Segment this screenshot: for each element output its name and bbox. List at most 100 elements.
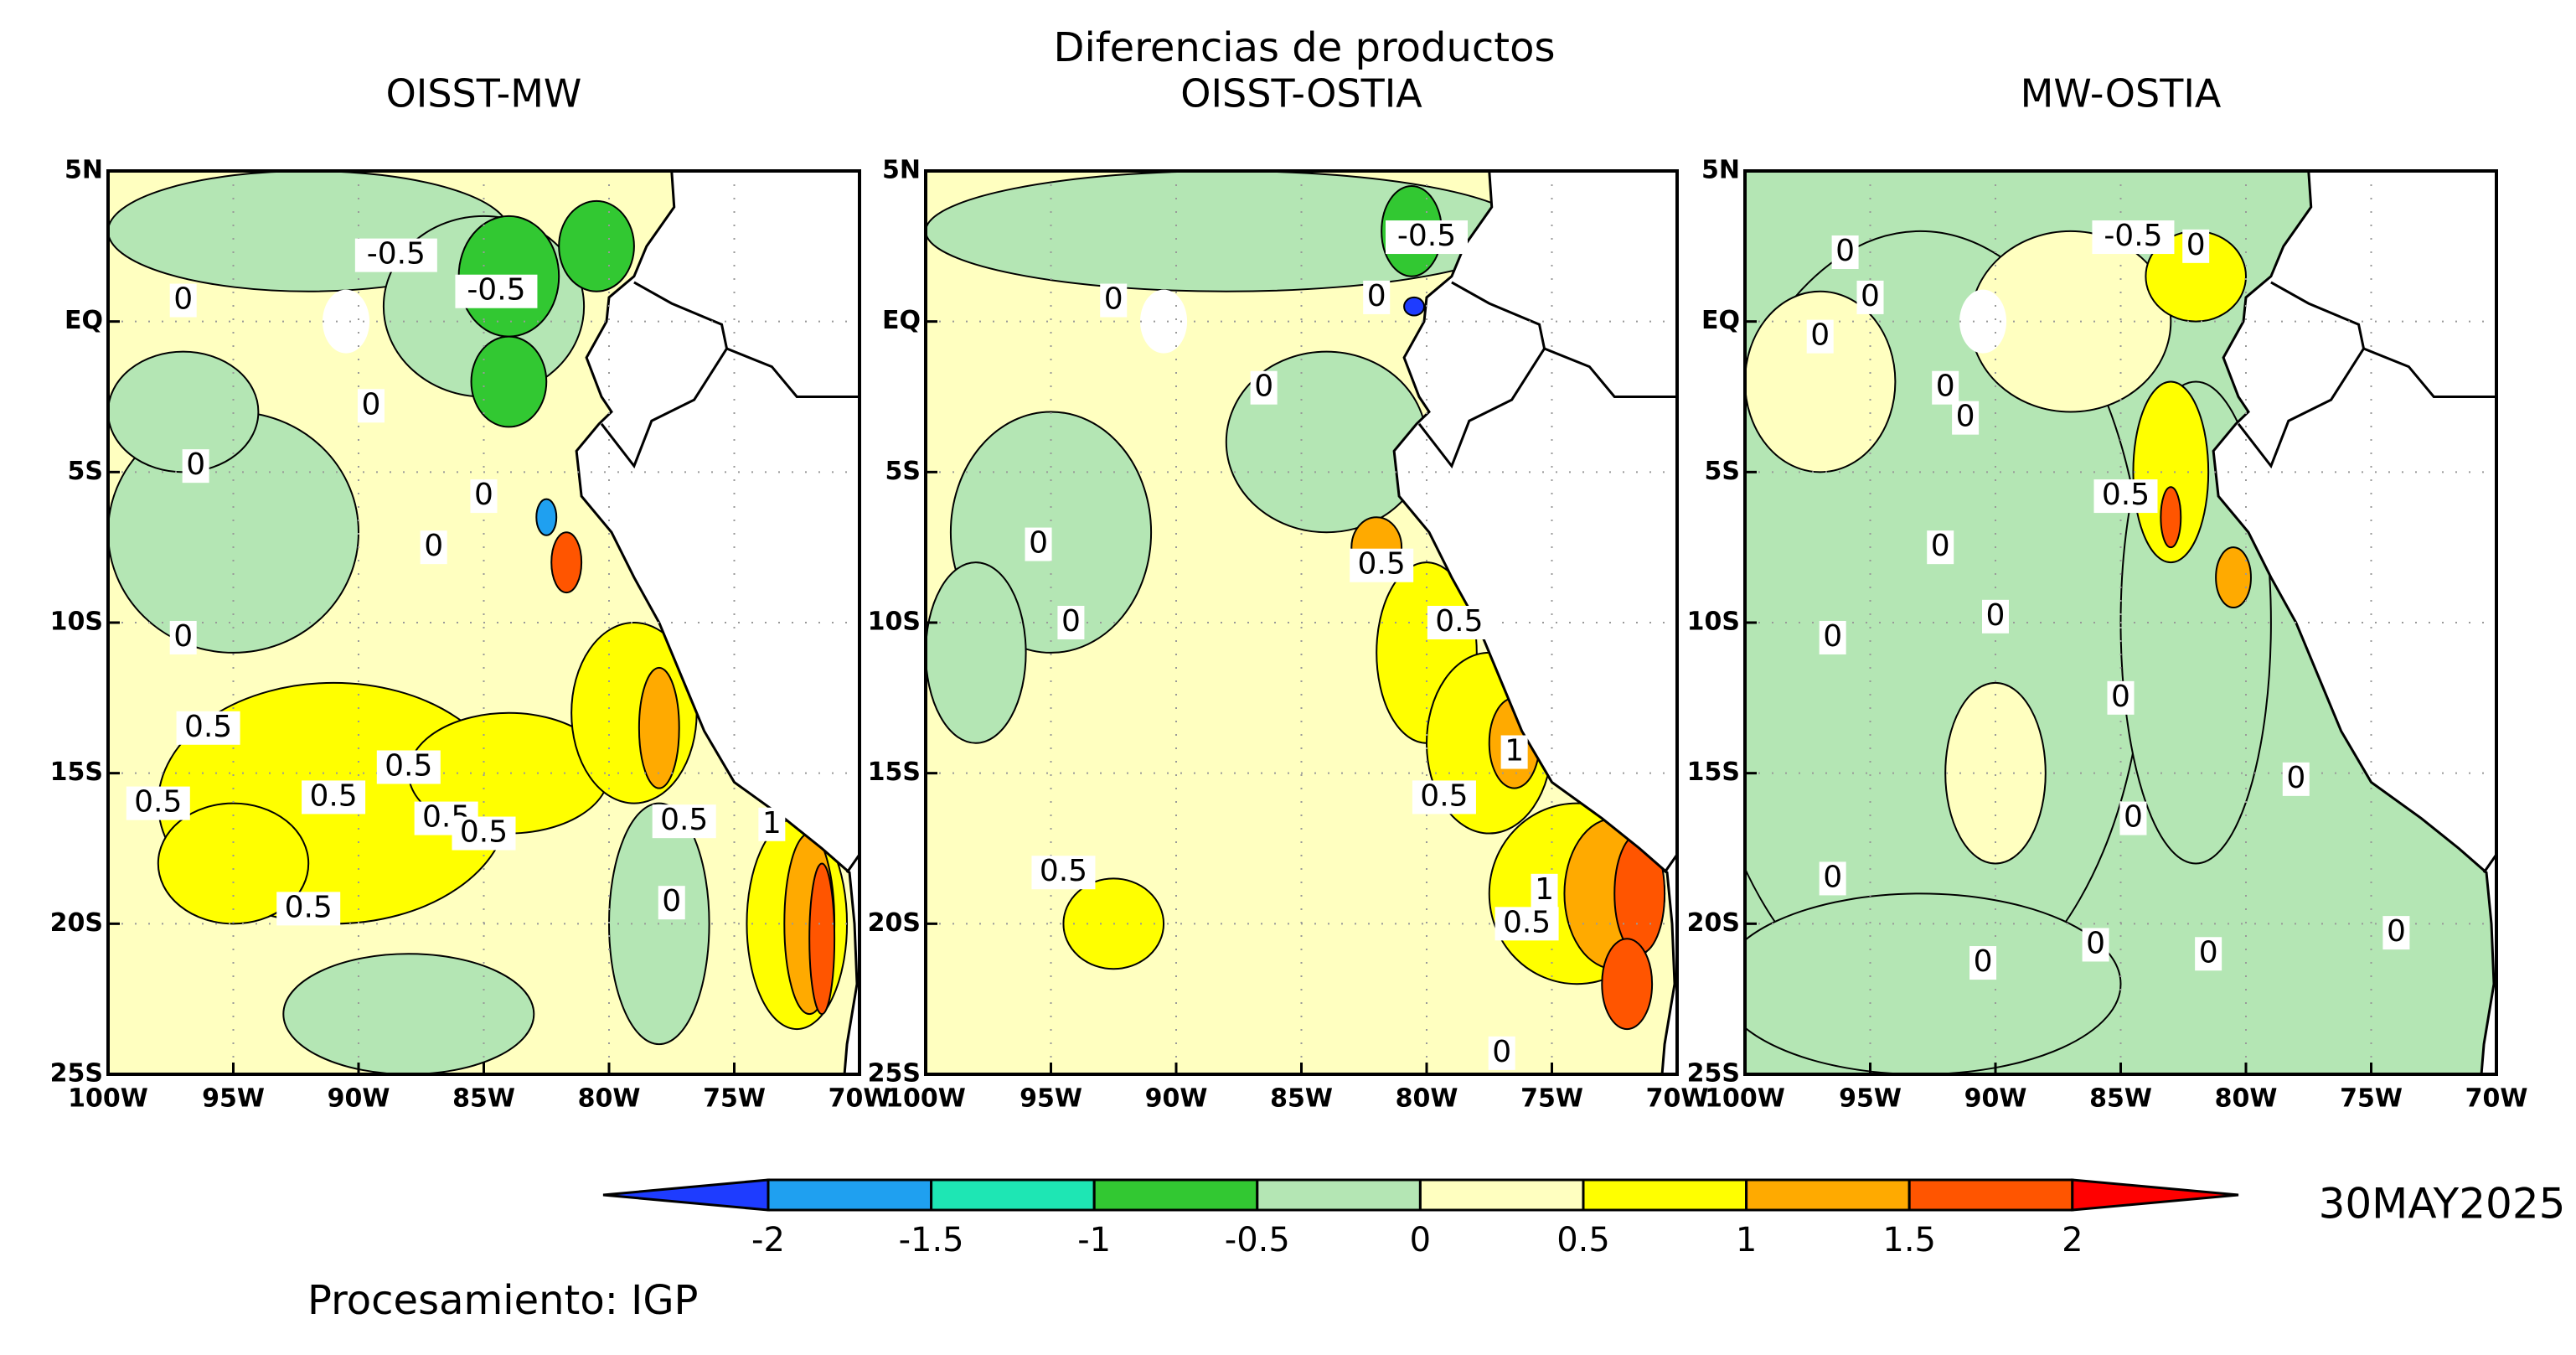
field-patch xyxy=(558,199,635,292)
contour-label: 0 xyxy=(1956,400,1975,434)
label-bg xyxy=(1819,620,1846,654)
contour-label: 0.5 xyxy=(1358,547,1406,582)
lat-label: EQ xyxy=(1701,306,1740,335)
contour-label: 0.5 xyxy=(1435,604,1483,639)
contour-label: 1 xyxy=(1535,872,1554,907)
lon-label: 90W xyxy=(328,1084,390,1114)
field-patch xyxy=(1403,296,1426,317)
date: 30MAY2025 xyxy=(2319,1180,2566,1228)
contour-label: 0 xyxy=(1367,279,1386,313)
contour-label: 0 xyxy=(2086,926,2105,960)
colorbar-box xyxy=(930,1178,1096,1212)
missing xyxy=(1140,289,1188,354)
colorbar-label: 1.5 xyxy=(1882,1221,1936,1259)
lon-label: 90W xyxy=(1964,1084,2027,1114)
label-bg xyxy=(2182,229,2210,263)
lat-label: 15S xyxy=(1687,758,1740,787)
label-bg xyxy=(1427,606,1491,639)
label-bg xyxy=(658,886,685,920)
border xyxy=(845,853,860,874)
border xyxy=(2237,347,2496,469)
lon-label: 70W xyxy=(1646,1084,1709,1114)
contour-label: 0 xyxy=(1823,860,1842,894)
label-bg xyxy=(1031,856,1096,890)
label-bg xyxy=(1057,606,1085,639)
land xyxy=(2213,171,2496,1074)
lon-label: 95W xyxy=(1020,1084,1082,1114)
contour-label: 0 xyxy=(186,447,205,482)
field-patch xyxy=(550,531,583,594)
lon-label: 95W xyxy=(1839,1084,1902,1114)
contour-label: 0 xyxy=(2387,914,2406,949)
label-bg xyxy=(2382,916,2410,950)
missing xyxy=(323,289,370,354)
coastline xyxy=(575,171,859,1074)
lon-label: 80W xyxy=(578,1084,641,1114)
label-bg xyxy=(652,804,716,839)
panel-title: MW-OSTIA xyxy=(2021,71,2222,116)
label-bg xyxy=(2195,937,2222,971)
label-bg xyxy=(420,530,447,565)
label-bg xyxy=(182,449,209,484)
credit: Procesamiento: IGP xyxy=(307,1277,698,1324)
contour-label: 0 xyxy=(1835,234,1855,268)
label-bg xyxy=(354,238,437,272)
field-patch xyxy=(2160,486,2182,549)
lat-label: 10S xyxy=(50,608,103,637)
label-bg xyxy=(1831,235,1859,270)
lon-label: 85W xyxy=(1270,1084,1333,1114)
label-bg xyxy=(1412,780,1476,815)
colorbar-label: -0.5 xyxy=(1225,1221,1290,1259)
contour-label: 0 xyxy=(1861,279,1880,313)
colorbar-label: -1 xyxy=(1077,1221,1111,1259)
label-bg xyxy=(455,274,538,308)
contour-label: 1 xyxy=(1505,734,1524,768)
land xyxy=(576,171,860,1074)
contour-label: 0 xyxy=(2186,228,2206,262)
missing xyxy=(1959,289,2007,354)
lon-label: 80W xyxy=(1396,1084,1458,1114)
contour-label: 0 xyxy=(2111,680,2130,714)
label-bg xyxy=(470,479,498,514)
contour-label: 0.5 xyxy=(385,748,432,783)
lon-label: 75W xyxy=(703,1084,766,1114)
lat-label: 5N xyxy=(1701,156,1740,185)
lat-label: 20S xyxy=(868,908,921,938)
label-bg xyxy=(1350,548,1414,582)
field-patch xyxy=(926,561,1027,744)
contour-label: 0 xyxy=(2286,761,2305,795)
field-patch xyxy=(638,666,680,789)
lon-label: 100W xyxy=(68,1084,148,1114)
contour-label: 0.5 xyxy=(2102,478,2150,512)
label-bg xyxy=(169,283,197,318)
label-bg xyxy=(1025,527,1052,561)
lon-label: 70W xyxy=(2465,1084,2528,1114)
colorbar-box xyxy=(1256,1178,1422,1212)
contour-label: -0.5 xyxy=(1397,219,1456,253)
label-bg xyxy=(1363,280,1391,314)
lat-label: 25S xyxy=(1687,1059,1740,1089)
field-patch xyxy=(282,953,535,1074)
border xyxy=(633,281,728,349)
panel-title: OISST-MW xyxy=(386,71,582,116)
field-patch xyxy=(808,862,836,1016)
label-bg xyxy=(1100,283,1128,318)
field-patch xyxy=(1745,892,2122,1074)
lon-label: 75W xyxy=(2340,1084,2403,1114)
contour-label: 0.5 xyxy=(285,890,333,924)
border xyxy=(1663,853,1677,874)
colorbar-box xyxy=(767,1178,933,1212)
contour-label: 0 xyxy=(1104,282,1123,317)
label-bg xyxy=(2119,801,2147,835)
lon-label: 95W xyxy=(202,1084,265,1114)
contour-label: 0.5 xyxy=(460,815,508,850)
contour-label: 0 xyxy=(2199,935,2218,970)
label-bg xyxy=(2082,928,2109,962)
label-bg xyxy=(357,389,385,423)
field-patch xyxy=(2215,546,2252,609)
